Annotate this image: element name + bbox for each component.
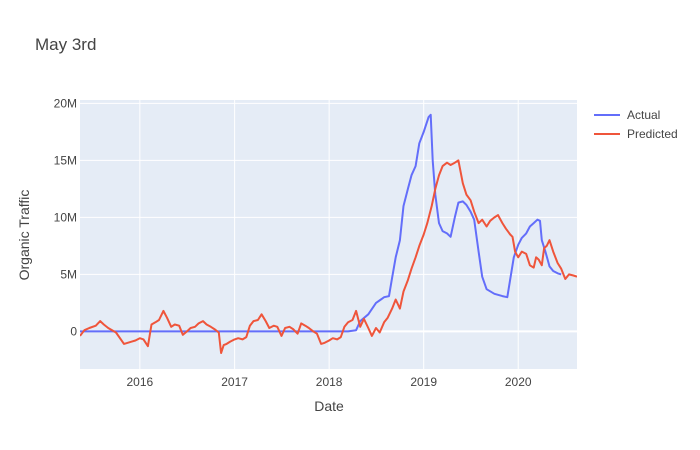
x-tick-label-2016: 2016 (126, 375, 153, 389)
legend-label-actual: Actual (627, 108, 660, 122)
series-line-predicted[interactable] (80, 159, 577, 354)
chart-title: May 3rd (35, 35, 96, 54)
series-line-actual[interactable] (80, 113, 562, 333)
series-lines[interactable] (80, 113, 577, 354)
plot-area (80, 100, 577, 369)
legend-item-actual[interactable]: Actual (594, 108, 660, 122)
x-tick-label-2019: 2019 (410, 375, 437, 389)
y-tick-label-0: 0 (70, 324, 77, 338)
x-tick-label-2018: 2018 (316, 375, 343, 389)
x-tick-label-2020: 2020 (505, 375, 532, 389)
y-tick-label-15M: 15M (54, 153, 77, 167)
x-tick-label-2017: 2017 (221, 375, 248, 389)
y-tick-label-10M: 10M (54, 210, 77, 224)
y-axis-title: Organic Traffic (16, 190, 32, 281)
legend-label-predicted: Predicted (627, 127, 678, 141)
y-tick-label-20M: 20M (54, 96, 77, 110)
x-axis-title: Date (314, 398, 344, 414)
y-tick-label-5M: 5M (60, 267, 77, 281)
legend[interactable]: Actual Predicted (594, 108, 678, 141)
tick-labels: 2016 2017 2018 2019 2020 0 5M 10M 15M 20M (54, 96, 532, 389)
legend-item-predicted[interactable]: Predicted (594, 127, 678, 141)
